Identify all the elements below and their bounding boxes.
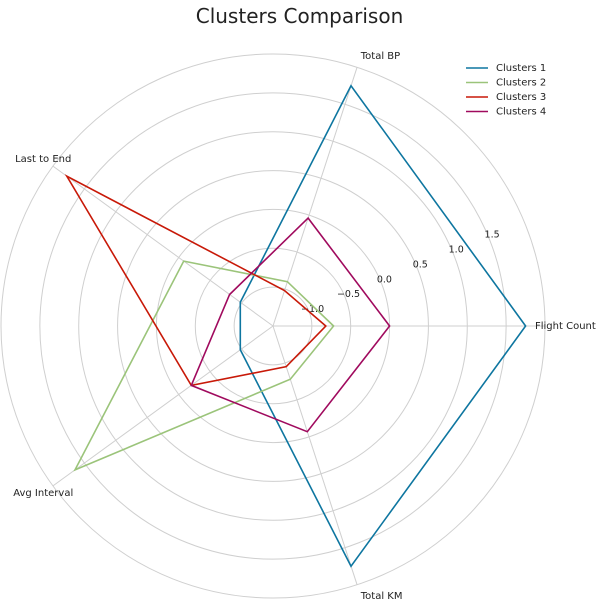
series-layer xyxy=(64,84,527,568)
r-tick-label: 0.5 xyxy=(413,259,428,270)
spoke-last-to-end xyxy=(52,165,274,327)
r-tick-label: 1.5 xyxy=(485,230,500,241)
legend-entry: Clusters 4 xyxy=(496,107,546,118)
axis-label-layer: Flight Count Total BP Last to End Avg Inter… xyxy=(13,51,596,602)
axis-label-total-km: Total KM xyxy=(360,591,403,602)
r-tick-label: 1.0 xyxy=(449,245,464,256)
axis-label-last-to-end: Last to End xyxy=(15,154,71,165)
legend-entry: Clusters 2 xyxy=(496,78,546,89)
spoke-total-km xyxy=(272,325,358,585)
r-tick-label: −1.0 xyxy=(301,304,324,315)
r-tick-label: −0.5 xyxy=(337,289,360,300)
series-line-clusters-2 xyxy=(73,260,335,472)
tick-layer: −1.0 −0.5 0.0 0.5 1.0 1.5 xyxy=(301,230,500,315)
axis-label-avg-interval: Avg Interval xyxy=(13,488,73,499)
series-line-clusters-3 xyxy=(64,174,327,387)
r-tick-label: 0.0 xyxy=(377,274,392,285)
legend-entry: Clusters 1 xyxy=(496,63,546,74)
axis-label-flight-count: Flight Count xyxy=(535,321,596,332)
spoke-avg-interval xyxy=(52,325,274,487)
legend: Clusters 1 Clusters 2 Clusters 3 Clusters 4 xyxy=(466,63,546,118)
spoke-total-bp xyxy=(272,67,358,327)
series-line-clusters-4 xyxy=(190,216,391,433)
series-line-clusters-1 xyxy=(239,84,527,568)
chart-title: Clusters Comparison xyxy=(195,4,404,28)
axis-label-total-bp: Total BP xyxy=(360,51,400,62)
legend-entry: Clusters 3 xyxy=(496,92,546,103)
grid-layer xyxy=(0,53,546,599)
